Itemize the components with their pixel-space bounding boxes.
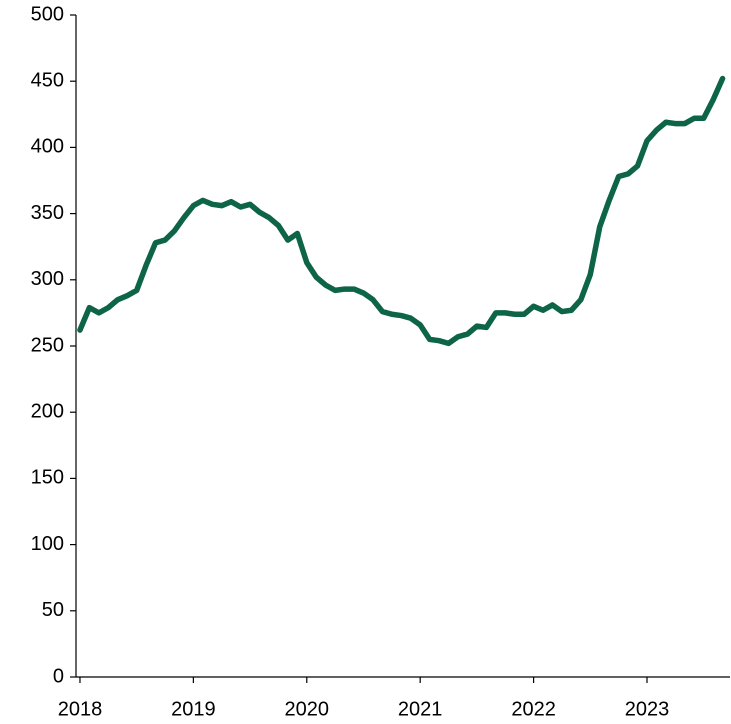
y-tick-label: 300 bbox=[31, 268, 64, 290]
x-tick-label: 2022 bbox=[511, 698, 556, 720]
x-tick-label: 2023 bbox=[625, 698, 670, 720]
y-tick-label: 400 bbox=[31, 136, 64, 158]
x-tick-label: 2019 bbox=[171, 698, 216, 720]
y-tick-label: 250 bbox=[31, 334, 64, 356]
y-tick-label: 50 bbox=[42, 599, 64, 621]
y-tick-label: 100 bbox=[31, 533, 64, 555]
y-tick-label: 0 bbox=[53, 665, 64, 687]
line-series bbox=[77, 75, 726, 347]
y-tick-label: 500 bbox=[31, 3, 64, 25]
y-tick-label: 200 bbox=[31, 400, 64, 422]
y-tick-label: 350 bbox=[31, 202, 64, 224]
y-tick-label: 450 bbox=[31, 69, 64, 91]
x-tick-label: 2021 bbox=[398, 698, 443, 720]
x-tick-label: 2020 bbox=[285, 698, 330, 720]
x-tick-label: 2018 bbox=[58, 698, 103, 720]
y-tick-label: 150 bbox=[31, 467, 64, 489]
